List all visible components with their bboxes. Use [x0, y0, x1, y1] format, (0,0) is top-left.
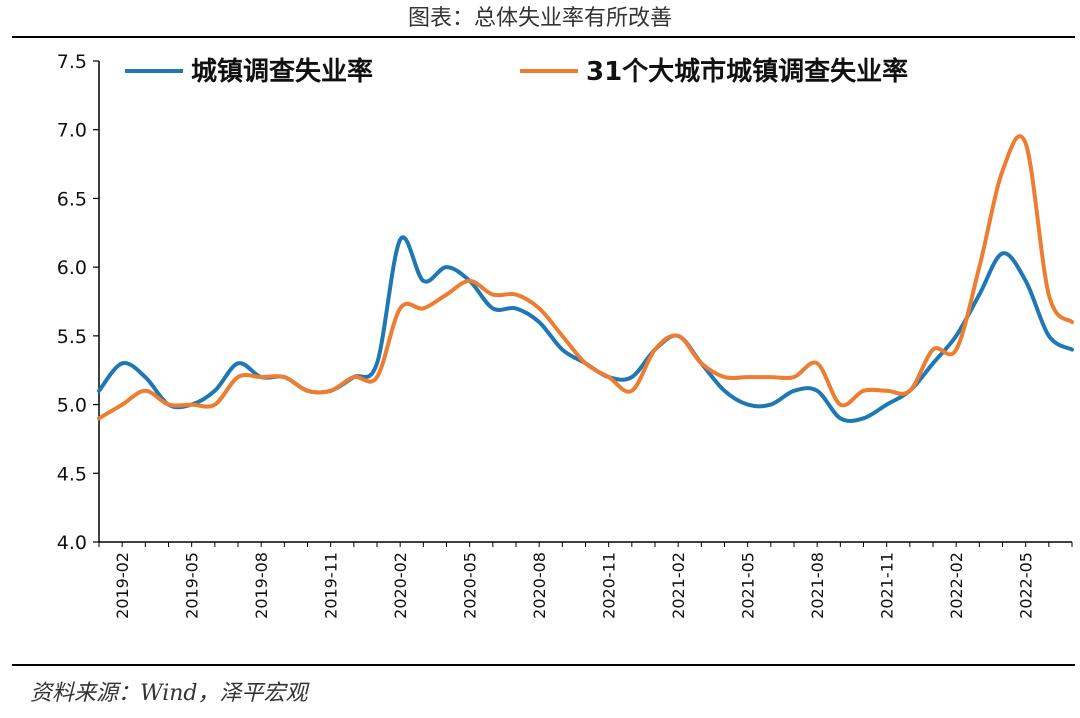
x-tick-label: 2020-08	[530, 552, 549, 619]
x-tick-label: 2022-05	[1017, 552, 1036, 619]
x-tick-label: 2019-02	[113, 552, 132, 619]
x-tick-label: 2021-08	[808, 552, 827, 619]
series-layer	[97, 134, 1074, 423]
series-line-1	[97, 235, 1074, 423]
axes: 4.0 4.5 5.0 5.5 6.0 6.5 7.0 7.5 2019-02 2019-05 20…	[57, 51, 1073, 619]
x-tick-label: 2022-02	[947, 552, 966, 619]
y-tick-label: 6.5	[57, 188, 87, 210]
x-tick-label: 2019-08	[252, 552, 271, 619]
y-tick-label: 5.0	[57, 395, 87, 417]
y-tick-label: 4.0	[57, 532, 87, 554]
x-tick-label: 2021-11	[878, 552, 897, 619]
y-tick-label: 7.0	[57, 120, 87, 142]
x-tick-label: 2021-02	[669, 552, 688, 619]
x-tick-label: 2021-05	[739, 552, 758, 619]
x-tick-label: 2019-05	[183, 552, 202, 619]
x-tick-label: 2019-11	[322, 552, 341, 619]
y-tick-label: 6.0	[57, 257, 87, 279]
y-tick-label: 4.5	[57, 463, 87, 485]
x-tick-label: 2020-11	[600, 552, 619, 619]
y-tick-label: 5.5	[57, 326, 87, 348]
x-tick-label: 2020-02	[391, 552, 410, 619]
chart-title: 图表：总体失业率有所改善	[408, 6, 672, 31]
y-tick-label: 7.5	[57, 51, 87, 73]
legend: 城镇调查失业率 31个大城市城镇调查失业率	[125, 56, 908, 87]
legend-label-1: 城镇调查失业率	[191, 56, 373, 87]
source-note: 资料来源：Wind，泽平宏观	[30, 681, 311, 706]
series-line-2	[97, 134, 1074, 421]
x-tick-label: 2020-05	[461, 552, 480, 619]
legend-label-2: 31个大城市城镇调查失业率	[586, 56, 908, 87]
